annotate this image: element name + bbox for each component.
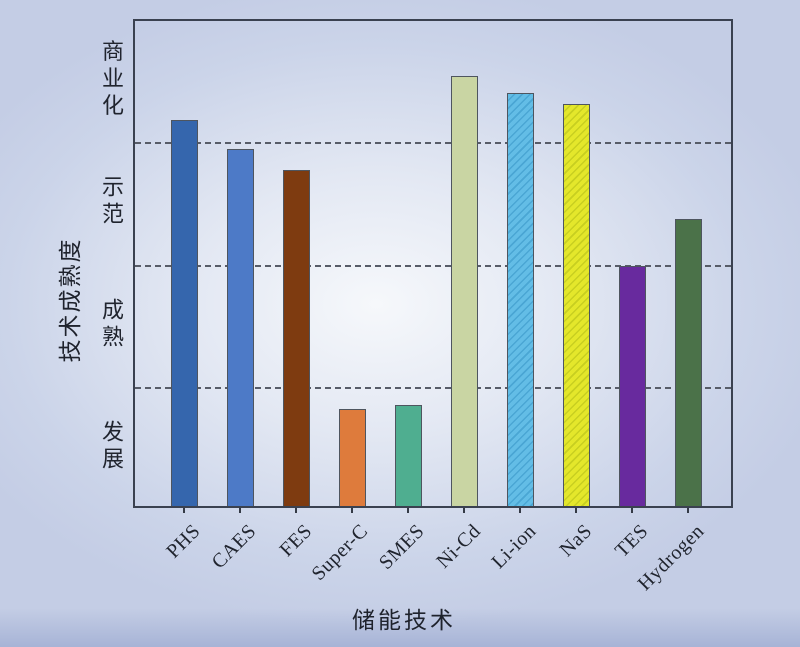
gridline-level-2 (135, 264, 731, 267)
y-band-label-3: 成熟 (99, 297, 124, 352)
x-tick-tes (631, 508, 633, 513)
bar-smes (395, 404, 422, 506)
y-band-label-1: 商业化 (99, 39, 124, 121)
x-tick-hydrogen (687, 508, 689, 513)
x-tick-caes (239, 508, 241, 513)
bar-nas (563, 103, 590, 506)
bar-phs (171, 119, 198, 506)
x-tick-smes (407, 508, 409, 513)
y-band-label-4: 发展 (99, 419, 124, 474)
x-label-phs: PHS (161, 520, 205, 563)
bar-li-ion (507, 92, 534, 506)
x-label-ni-cd: Ni-Cd (431, 520, 485, 573)
gridline-level-1 (135, 386, 731, 389)
x-tick-phs (183, 508, 185, 513)
x-axis-title: 储能技术 (352, 608, 456, 633)
plot-area (133, 19, 733, 508)
gridline-level-3 (135, 142, 731, 145)
x-label-smes: SMES (374, 520, 429, 574)
y-axis-title: 技术成熟度 (58, 237, 83, 363)
bar-hydrogen (675, 218, 702, 506)
bar-fes (283, 169, 310, 506)
y-band-label-2: 示范 (99, 175, 124, 230)
bar-tes (619, 266, 646, 506)
x-tick-fes (295, 508, 297, 513)
bar-ni-cd (451, 75, 478, 506)
x-label-fes: FES (275, 520, 317, 561)
x-label-tes: TES (610, 520, 653, 562)
x-label-li-ion: Li-ion (487, 520, 541, 574)
x-tick-super-c (351, 508, 353, 513)
bar-super-c (339, 409, 366, 506)
x-label-caes: CAES (207, 520, 261, 574)
x-tick-li-ion (519, 508, 521, 513)
x-tick-ni-cd (463, 508, 465, 513)
bar-caes (227, 149, 254, 506)
x-tick-nas (575, 508, 577, 513)
x-label-nas: NaS (555, 520, 597, 561)
x-label-super-c: Super-C (307, 520, 373, 585)
